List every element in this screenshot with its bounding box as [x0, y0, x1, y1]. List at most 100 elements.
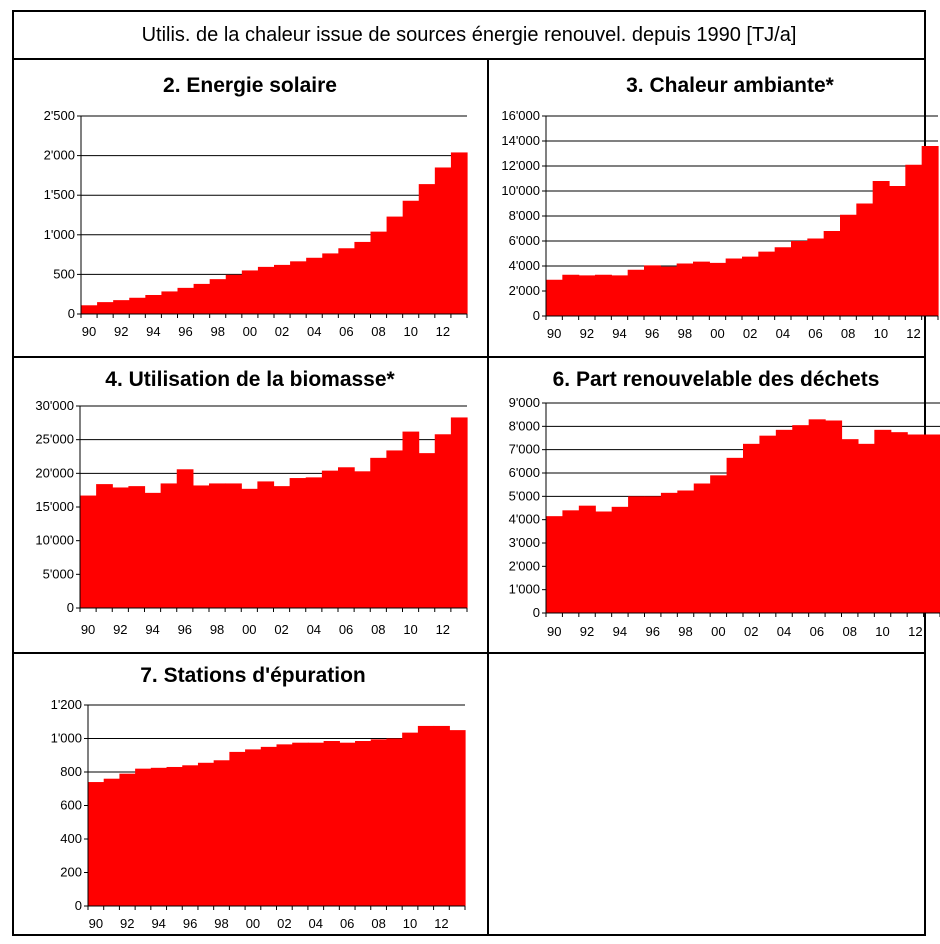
bar-11 [417, 725, 435, 906]
x-tick-label: 02 [274, 622, 288, 637]
bar-92 [112, 487, 129, 608]
bar-96 [644, 265, 661, 316]
bar-97 [193, 283, 211, 314]
y-tick-label: 5'000 [43, 566, 74, 581]
x-tick-label: 98 [210, 622, 224, 637]
bar-10 [402, 732, 419, 906]
bar-04 [774, 247, 792, 316]
horizontal-divider-1 [14, 356, 924, 358]
y-tick-label: 6'000 [509, 233, 540, 248]
bar-96 [644, 496, 662, 613]
bar-91 [562, 274, 580, 316]
bar-07 [825, 420, 843, 613]
x-tick-label: 12 [436, 324, 450, 339]
bar-02 [273, 486, 291, 608]
bar-09 [857, 443, 875, 613]
y-tick-label: 1'000 [509, 582, 540, 597]
y-tick-label: 3'000 [509, 535, 540, 550]
bar-03 [290, 261, 307, 314]
bar-97 [660, 492, 678, 613]
y-tick-label: 12'000 [501, 158, 540, 173]
x-tick-label: 98 [210, 324, 224, 339]
horizontal-divider-2 [14, 652, 924, 654]
bar-13 [450, 152, 468, 314]
y-tick-label: 2'000 [44, 148, 75, 163]
x-tick-label: 96 [178, 622, 192, 637]
bar-00 [710, 475, 728, 613]
x-tick-label: 12 [908, 624, 922, 639]
bar-06 [808, 419, 826, 613]
bar-92 [578, 275, 596, 316]
bar-08 [840, 214, 857, 316]
bar-91 [562, 510, 580, 613]
y-tick-label: 7'000 [509, 442, 540, 457]
bar-97 [197, 762, 215, 906]
x-tick-label: 06 [340, 916, 354, 931]
bar-02 [742, 256, 759, 316]
bar-92 [113, 300, 130, 314]
x-tick-label: 92 [120, 916, 134, 931]
x-tick-label: 90 [547, 624, 561, 639]
bottom-left-cell-right-border [487, 652, 489, 936]
x-tick-label: 94 [145, 622, 159, 637]
bar-98 [676, 263, 694, 316]
bar-10 [402, 200, 420, 314]
x-tick-label: 12 [436, 622, 450, 637]
x-tick-label: 92 [580, 326, 594, 341]
bar-11 [889, 186, 906, 316]
bar-06 [807, 238, 825, 316]
bar-94 [611, 506, 629, 613]
bar-90 [81, 305, 98, 314]
bar-99 [693, 483, 711, 613]
bar-12 [433, 725, 450, 906]
x-tick-label: 06 [339, 324, 353, 339]
x-tick-label: 08 [842, 624, 856, 639]
chart-title: 4. Utilisation de la biomasse* [105, 368, 395, 391]
bar-99 [225, 483, 242, 608]
x-tick-label: 00 [246, 916, 260, 931]
bar-98 [209, 279, 227, 314]
x-tick-label: 08 [841, 326, 855, 341]
bar-03 [758, 251, 776, 316]
x-tick-label: 08 [371, 324, 385, 339]
chart-ambient-heat: 3. Chaleur ambiante* 0 2'000 4'000 6'000 8'00… [501, 74, 939, 341]
bar-10 [872, 181, 890, 316]
x-tick-label: 02 [275, 324, 289, 339]
x-tick-label: 08 [371, 916, 385, 931]
chart-solar-energy: 2. Energie solaire 0 500 1'000 1'500 2'000 2'5… [44, 74, 468, 339]
bar-03 [759, 435, 777, 613]
y-tick-label: 25'000 [35, 432, 74, 447]
y-tick-label: 0 [67, 600, 74, 615]
x-tick-label: 94 [613, 624, 627, 639]
x-tick-label: 94 [612, 326, 626, 341]
chart-waste-renewable: 6. Part renouvelable des déchets 0 1'000 2'… [509, 368, 940, 639]
x-tick-label: 12 [434, 916, 448, 931]
bar-01 [257, 266, 275, 314]
x-tick-label: 92 [113, 622, 127, 637]
x-tick-label: 02 [277, 916, 291, 931]
y-tick-label: 1'000 [51, 731, 82, 746]
bar-02 [274, 264, 291, 314]
bar-01 [260, 746, 278, 906]
x-tick-label: 98 [214, 916, 228, 931]
bar-94 [145, 294, 163, 314]
y-tick-label: 5'000 [509, 488, 540, 503]
bar-04 [305, 477, 323, 608]
x-tick-label: 02 [743, 326, 757, 341]
chart-title: 3. Chaleur ambiante* [626, 74, 835, 97]
bar-94 [611, 275, 629, 316]
bar-05 [321, 470, 339, 608]
y-tick-label: 2'000 [509, 283, 540, 298]
bar-06 [338, 467, 355, 608]
bar-00 [245, 749, 262, 906]
x-tick-label: 96 [183, 916, 197, 931]
y-tick-label: 500 [53, 266, 75, 281]
y-tick-label: 2'500 [44, 108, 75, 123]
x-tick-label: 06 [810, 624, 824, 639]
x-tick-label: 92 [580, 624, 594, 639]
bar-12 [434, 434, 452, 608]
x-tick-label: 04 [309, 916, 323, 931]
x-tick-label: 94 [146, 324, 160, 339]
y-tick-label: 20'000 [35, 465, 74, 480]
bar-07 [823, 231, 841, 316]
